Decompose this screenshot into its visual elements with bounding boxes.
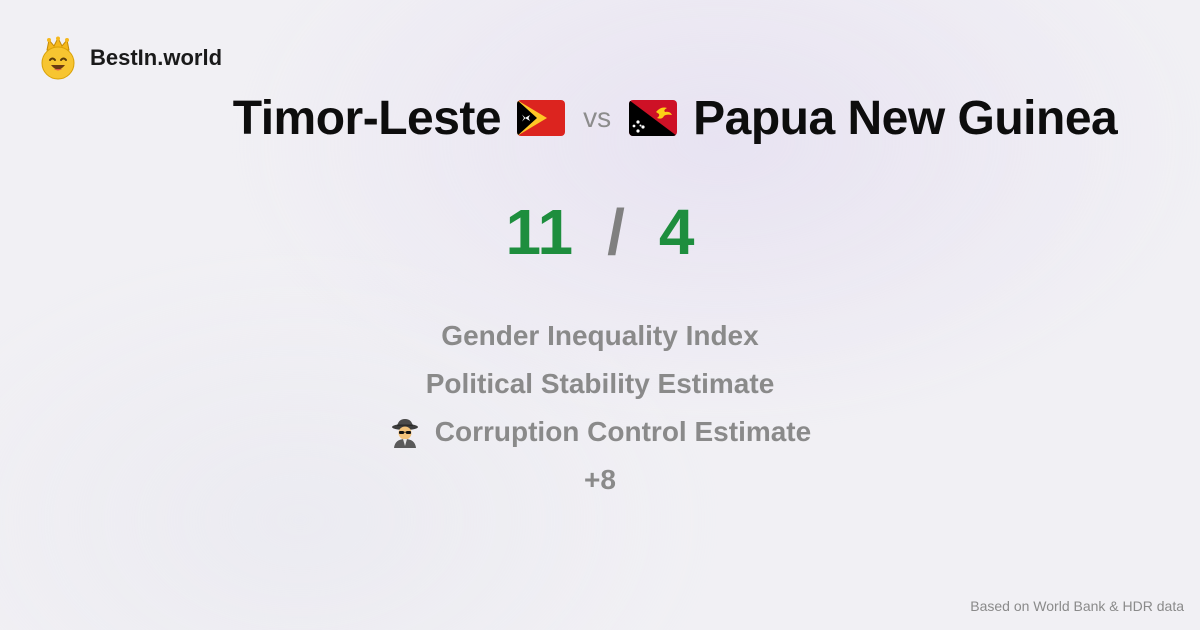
metric-label: Political Stability Estimate bbox=[425, 368, 775, 399]
country-a-score: 11 bbox=[505, 196, 574, 268]
metric-item[interactable]: Political Stability Estimate bbox=[426, 360, 775, 408]
vs-label: vs bbox=[583, 102, 612, 133]
brand-name: BestIn.world bbox=[90, 45, 223, 70]
metric-item[interactable]: Gender Inequality Index bbox=[441, 312, 758, 360]
score-row: 11 / 4 bbox=[0, 196, 1200, 268]
country-b-name[interactable]: Papua New Guinea bbox=[693, 91, 1118, 145]
metrics-list: Gender Inequality Index Political Stabil… bbox=[0, 312, 1200, 504]
more-metrics-count[interactable]: +8 bbox=[584, 464, 616, 495]
detective-icon bbox=[391, 419, 418, 448]
country-a-name[interactable]: Timor-Leste bbox=[232, 91, 502, 145]
score-separator: / bbox=[607, 196, 625, 268]
brand[interactable]: BestIn.world bbox=[38, 36, 222, 80]
metric-label: Corruption Control Estimate bbox=[434, 416, 812, 447]
metric-label: Gender Inequality Index bbox=[441, 320, 759, 351]
papua-new-guinea-flag-icon bbox=[629, 100, 678, 136]
data-source-note: Based on World Bank & HDR data bbox=[970, 598, 1184, 614]
crown-smiley-icon bbox=[41, 36, 75, 80]
metric-item[interactable]: Corruption Control Estimate bbox=[389, 408, 811, 456]
country-b-score: 4 bbox=[658, 196, 695, 268]
timor-leste-flag-icon bbox=[517, 100, 566, 136]
comparison-title: Timor-Leste vs Papua New Guinea bbox=[0, 88, 1200, 148]
